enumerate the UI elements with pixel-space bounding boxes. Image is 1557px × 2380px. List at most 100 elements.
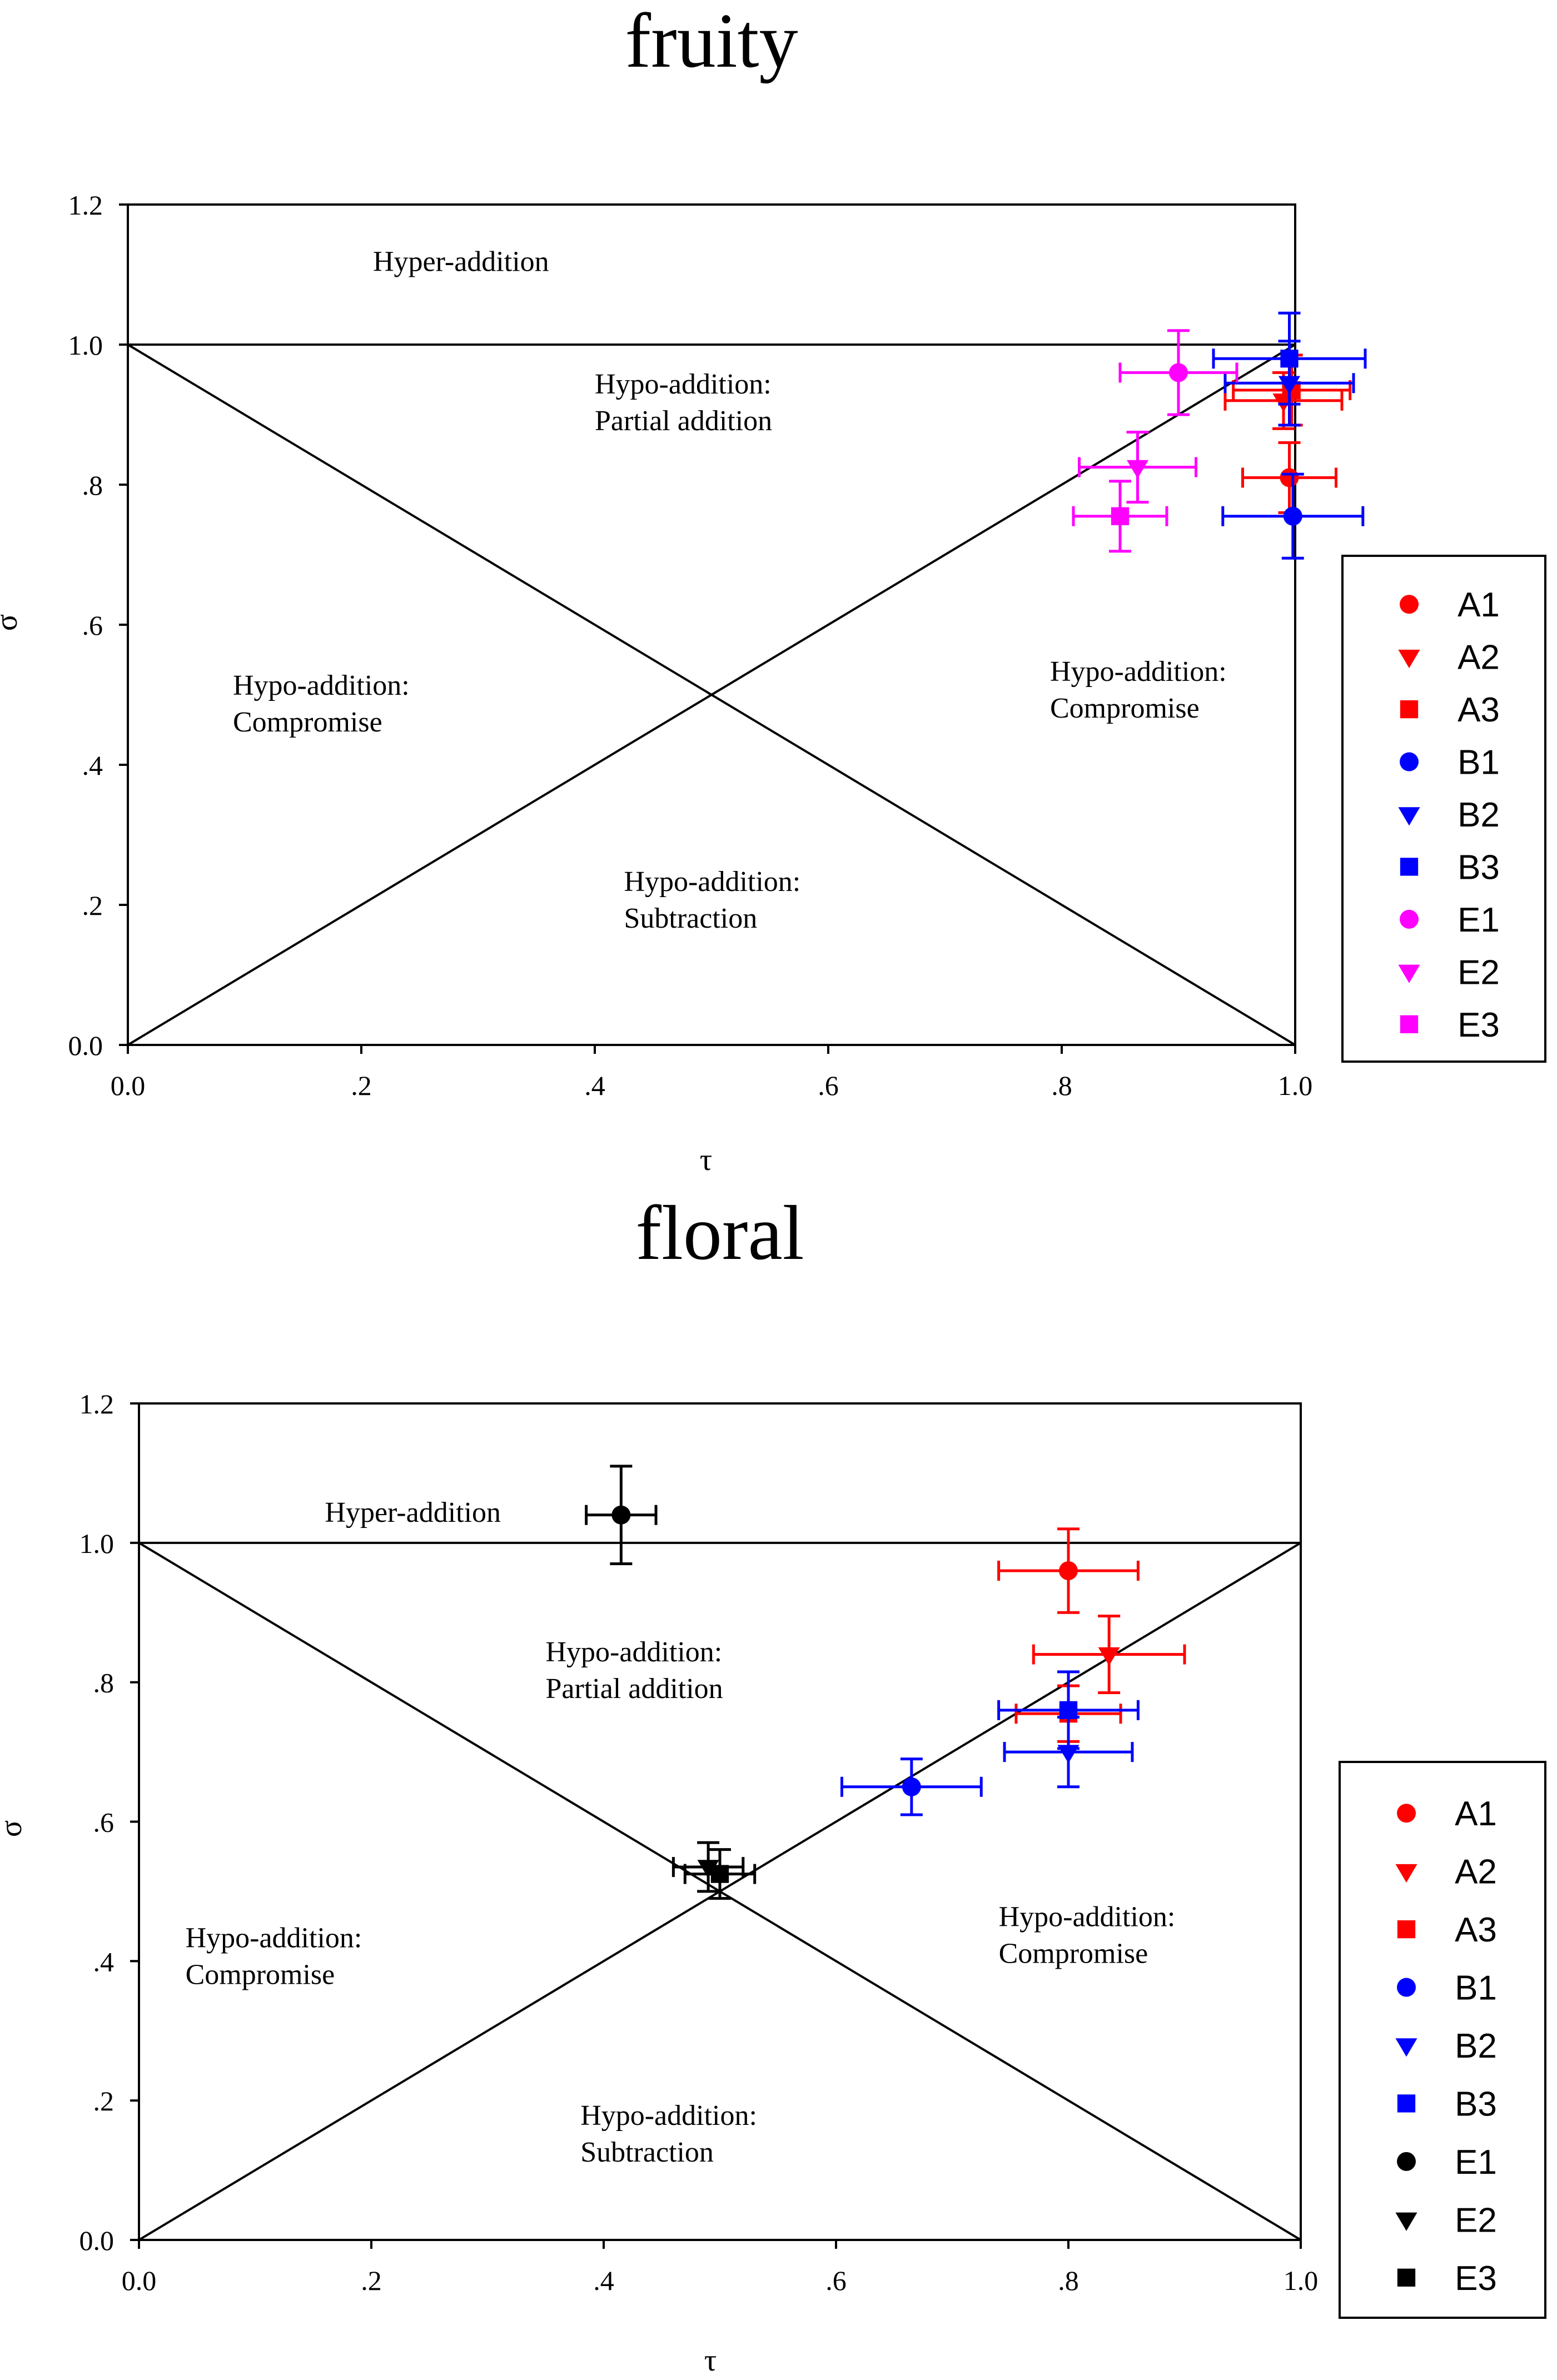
legend-item-B3: B3 <box>1400 848 1500 887</box>
data-point-A2 <box>1032 1615 1186 1694</box>
y-tick-label: .2 <box>93 2085 115 2117</box>
marker-square <box>1280 350 1299 368</box>
legend-label: B1 <box>1455 1969 1497 2008</box>
data-point-E3 <box>1072 480 1168 553</box>
region-label: Hyper-addition <box>325 1497 501 1528</box>
legend-item-E1: E1 <box>1397 2143 1497 2182</box>
legend-marker-triangle <box>1398 807 1420 826</box>
x-tick-label: 0.0 <box>111 1070 146 1101</box>
legend-box <box>1339 1761 1546 2319</box>
marker-circle <box>902 1777 921 1796</box>
legend-label: B3 <box>1455 2085 1497 2123</box>
legend-marker-triangle <box>1395 2038 1417 2057</box>
legend-item-E1: E1 <box>1400 901 1500 939</box>
region-label: Hypo-addition: <box>546 1636 723 1668</box>
legend-label: B2 <box>1457 796 1500 834</box>
x-tick-label: .4 <box>593 2265 614 2296</box>
legend-marker-triangle <box>1395 2212 1417 2231</box>
legend-item-B1: B1 <box>1400 744 1500 782</box>
legend-item-A2: A2 <box>1398 639 1500 677</box>
region-label: Hypo-addition: <box>999 1901 1176 1933</box>
legend-marker-square <box>1400 1015 1419 1033</box>
y-tick-label: .8 <box>93 1667 115 1699</box>
marker-triangle <box>1098 1647 1120 1666</box>
region-label: Subtraction <box>580 2137 714 2168</box>
data-point-B1 <box>1221 472 1365 560</box>
region-label: Hypo-addition: <box>186 1922 362 1954</box>
data-point-B3 <box>1212 311 1367 406</box>
marker-triangle <box>1126 460 1149 479</box>
region-label: Compromise <box>999 1938 1148 1970</box>
x-axis-label: τ <box>700 1143 713 1177</box>
legend-marker-square <box>1400 858 1419 876</box>
y-tick-label: 0.0 <box>79 2225 115 2256</box>
legend-item-A2: A2 <box>1395 1853 1497 1891</box>
legend-label: A1 <box>1455 1795 1497 1833</box>
marker-circle <box>1280 468 1299 487</box>
marker-square <box>1059 1701 1078 1719</box>
legend: A1 A2 A3 B1 B2 B3 E1 E2 E3 <box>1339 1761 1546 2319</box>
region-label: Hypo-addition: <box>595 369 772 400</box>
region-label: Partial addition <box>595 405 772 437</box>
region-label: Hypo-addition: <box>1050 656 1227 688</box>
legend-label: B2 <box>1455 2027 1497 2065</box>
legend-marker-triangle <box>1398 964 1420 983</box>
x-tick-label: .8 <box>1058 2265 1079 2296</box>
legend-label: A2 <box>1455 1853 1497 1891</box>
y-tick-label: 0.0 <box>68 1030 103 1061</box>
legend-marker-circle <box>1397 1804 1416 1823</box>
legend-item-B2: B2 <box>1398 796 1500 834</box>
legend-label: E3 <box>1455 2259 1497 2298</box>
legend-marker-square <box>1397 2094 1416 2113</box>
region-label: Hypo-addition: <box>233 670 410 701</box>
region-label: Hyper-addition <box>373 246 549 278</box>
legend-label: B3 <box>1457 848 1500 887</box>
region-label: Hypo-addition: <box>624 866 801 898</box>
marker-circle <box>1283 506 1302 526</box>
legend-box <box>1341 555 1546 1063</box>
data-point-E2 <box>1078 431 1197 504</box>
y-tick-label: .6 <box>82 610 103 641</box>
legend-marker-triangle <box>1398 649 1420 669</box>
legend-item-E2: E2 <box>1395 2201 1497 2239</box>
data-point-A1 <box>997 1527 1140 1614</box>
legend-label: A1 <box>1457 586 1500 624</box>
legend-label: A3 <box>1455 1911 1497 1949</box>
region-label: Compromise <box>186 1959 335 1990</box>
x-axis-label: τ <box>704 2343 717 2378</box>
legend-marker-square <box>1397 1920 1416 1939</box>
legend-marker-circle <box>1400 909 1419 929</box>
data-point-B3 <box>997 1670 1140 1750</box>
marker-circle <box>611 1505 631 1525</box>
marker-square <box>1111 507 1130 525</box>
marker-circle <box>1169 363 1188 382</box>
legend-item-E3: E3 <box>1400 1006 1500 1044</box>
legend-marker-circle <box>1397 2152 1416 2171</box>
x-tick-label: 1.0 <box>1284 2265 1319 2296</box>
chart-fruity: fruity 0.0 .2 .4 .6 .8 1.0 0.0 .2 .4 .6 .8 1.0 1.2 τ σ H… <box>0 0 1546 1177</box>
legend-label: A2 <box>1457 639 1500 677</box>
legend-item-A3: A3 <box>1400 691 1500 729</box>
legend-marker-triangle <box>1395 1864 1417 1883</box>
y-tick-label: 1.0 <box>79 1528 115 1559</box>
chart-title: fruity <box>625 0 798 84</box>
legend-label: E2 <box>1457 953 1500 992</box>
data-point-E3 <box>683 1848 757 1900</box>
legend-label: E1 <box>1455 2143 1497 2182</box>
legend-marker-circle <box>1397 1978 1416 1997</box>
y-axis-label: σ <box>0 1820 28 1837</box>
x-tick-label: .8 <box>1051 1070 1072 1101</box>
x-tick-label: 0.0 <box>122 2265 157 2296</box>
chart-title: floral <box>635 1190 804 1276</box>
legend-item-E2: E2 <box>1398 953 1500 992</box>
marker-circle <box>1059 1561 1078 1580</box>
legend-label: A3 <box>1457 691 1500 729</box>
x-tick-label: .2 <box>351 1070 372 1101</box>
region-label: Hypo-addition: <box>580 2100 757 2132</box>
legend-label: E1 <box>1457 901 1500 939</box>
y-axis-label: σ <box>0 614 24 631</box>
region-label: Compromise <box>233 706 382 738</box>
region-label: Compromise <box>1050 693 1200 724</box>
legend-item-B3: B3 <box>1397 2085 1497 2123</box>
legend-item-A3: A3 <box>1397 1911 1497 1949</box>
